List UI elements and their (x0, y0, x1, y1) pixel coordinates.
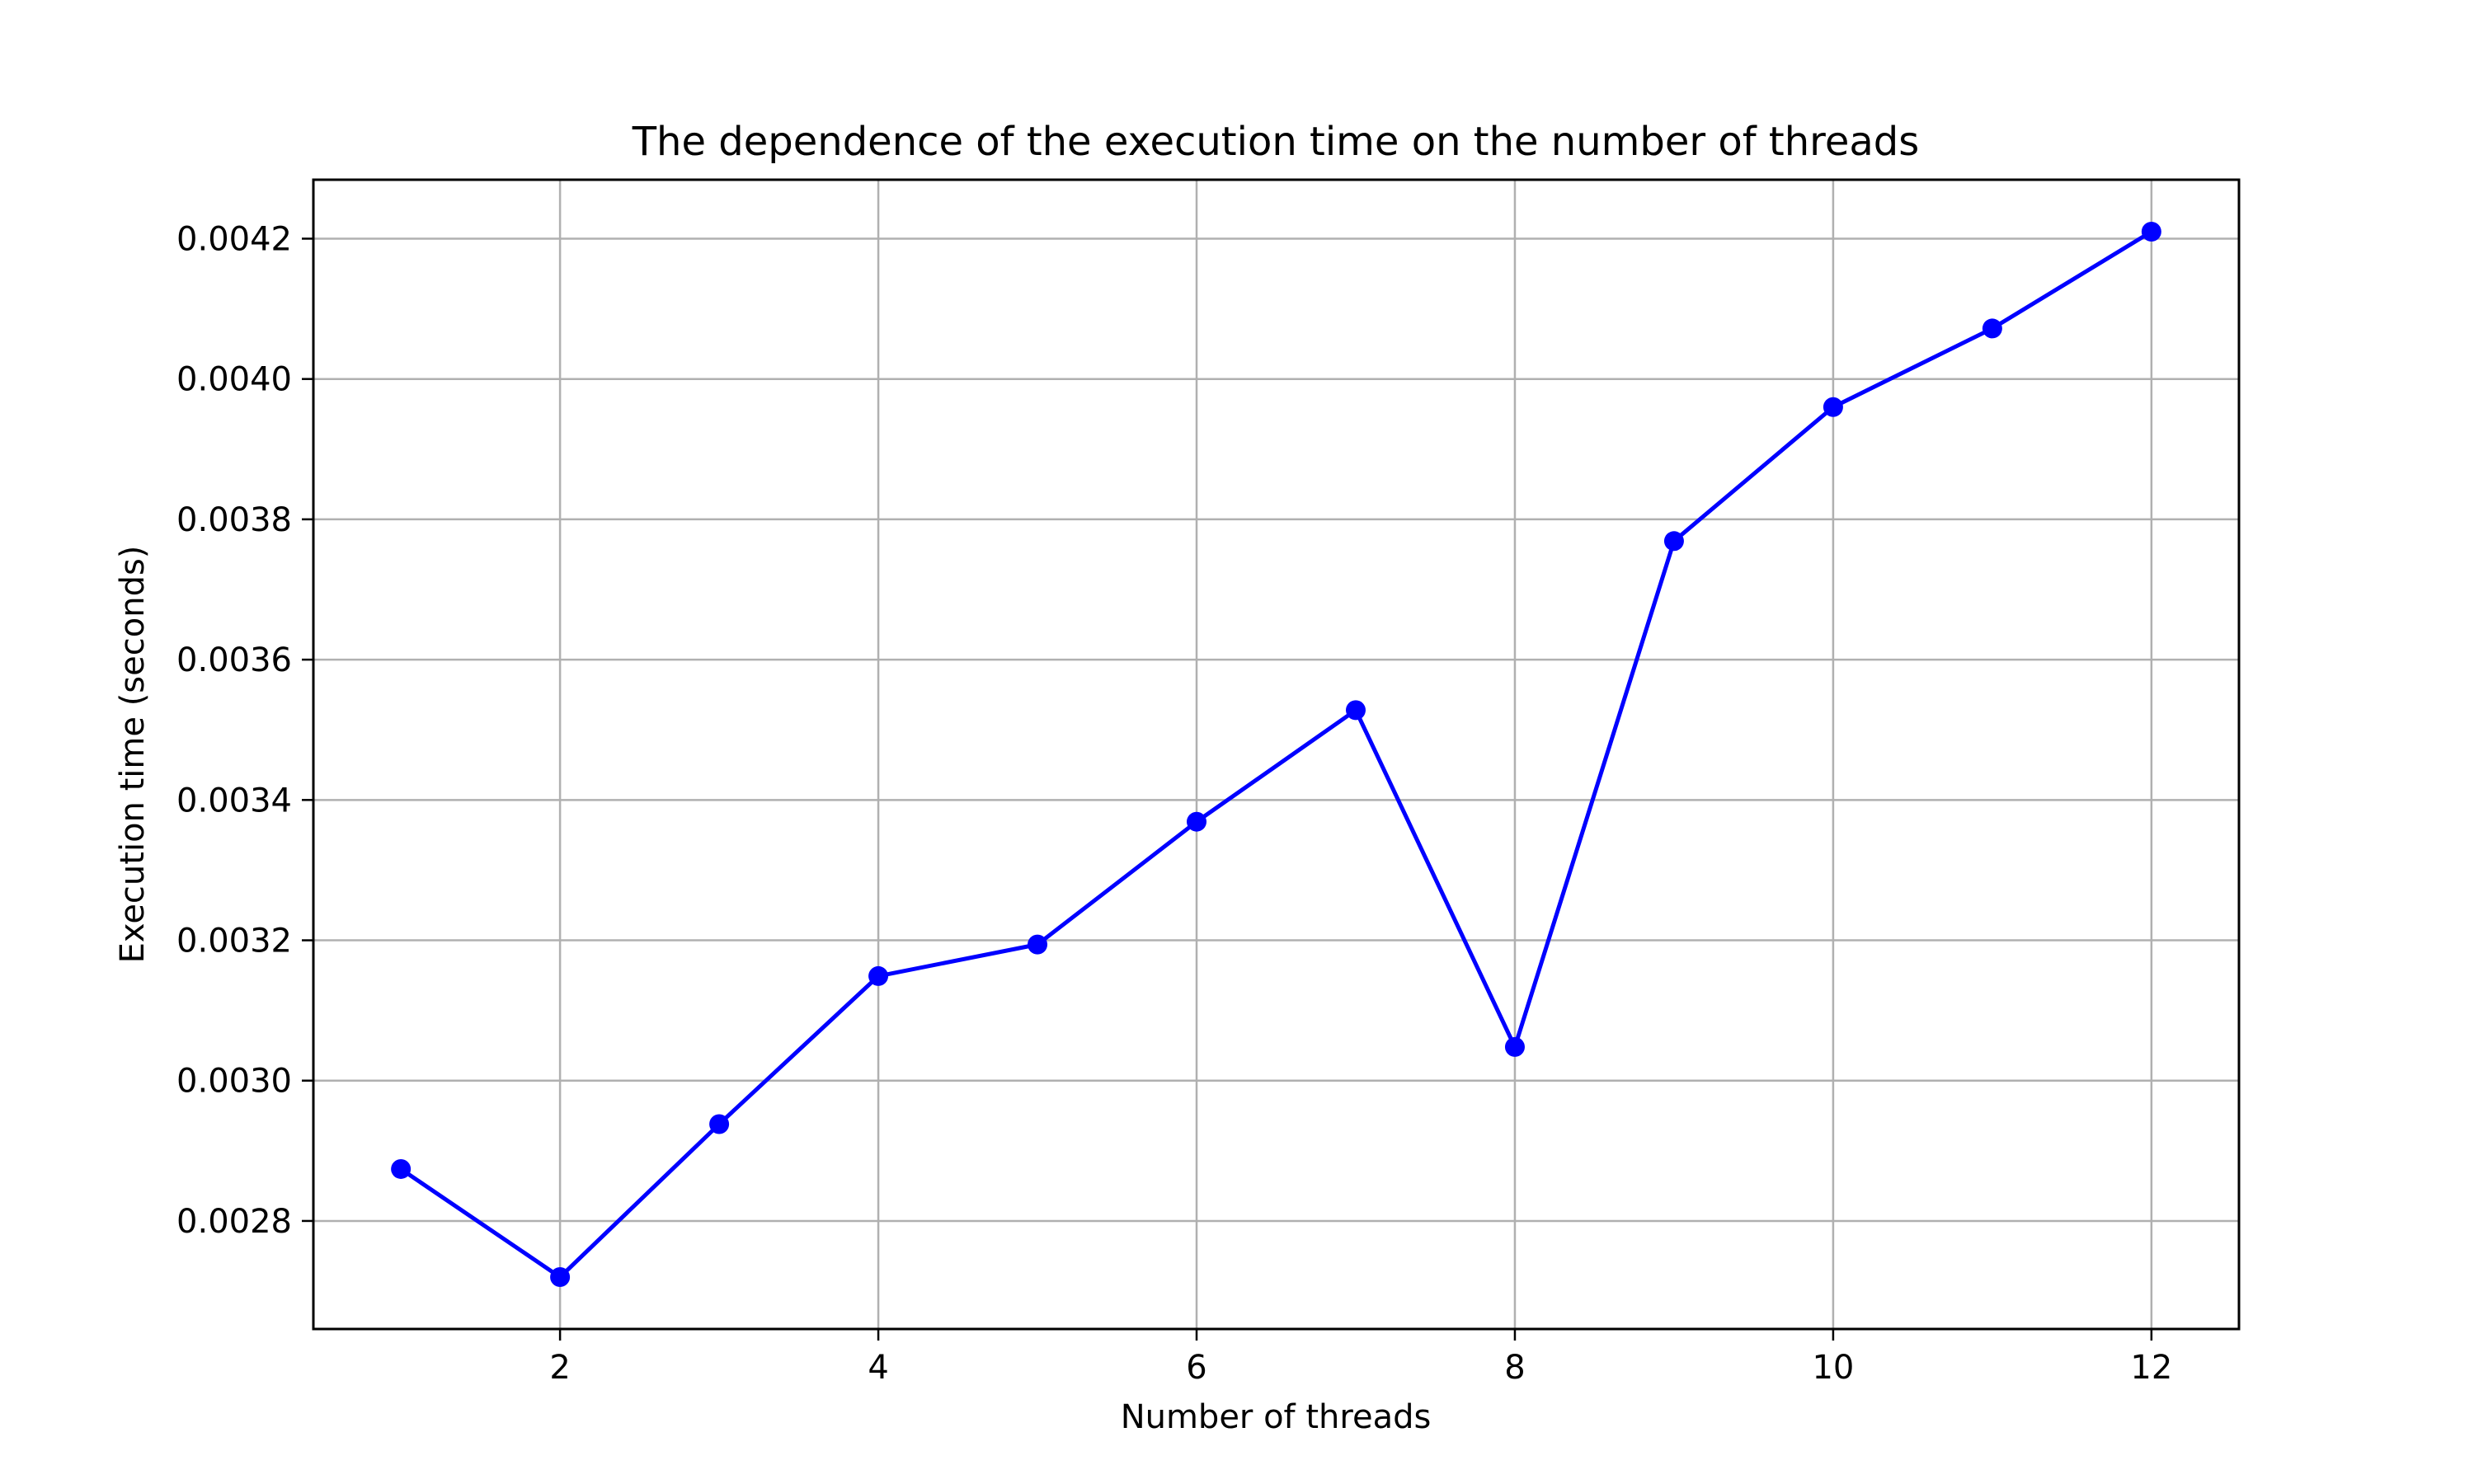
data-point (1982, 318, 2002, 339)
x-tick-label: 8 (1504, 1349, 1525, 1387)
plot-frame (312, 178, 2241, 1331)
data-point (1663, 531, 1684, 552)
data-point (1345, 700, 1366, 721)
y-axis-ticks: 0.0028 0.0030 0.0032 0.0034 0.0036 0.0038 0.00… (176, 220, 313, 1241)
x-tick-label: 2 (549, 1349, 570, 1387)
data-point (1504, 1036, 1525, 1057)
data-point (391, 1158, 412, 1179)
data-point (550, 1267, 571, 1288)
y-tick-label: 0.0030 (176, 1063, 292, 1101)
x-axis-ticks: 2 4 6 8 10 12 (549, 1329, 2172, 1387)
y-tick-label: 0.0036 (176, 641, 292, 679)
chart-title: The dependence of the execution time on … (632, 119, 1920, 165)
series-layer (391, 221, 2161, 1288)
x-axis-label: Number of threads (1121, 1398, 1432, 1436)
series-line (398, 229, 2154, 1280)
x-tick-label: 6 (1186, 1349, 1206, 1387)
x-tick-label: 10 (1812, 1349, 1854, 1387)
data-point (1187, 811, 1207, 832)
y-tick-label: 0.0028 (176, 1203, 292, 1241)
y-axis-label: Execution time (seconds) (114, 546, 152, 964)
y-tick-label: 0.0032 (176, 923, 292, 960)
data-point (709, 1114, 730, 1134)
data-point (2141, 221, 2161, 242)
data-point (868, 965, 889, 986)
y-tick-label: 0.0034 (176, 782, 292, 819)
y-tick-label: 0.0040 (176, 361, 292, 399)
y-tick-label: 0.0038 (176, 501, 292, 539)
data-point (1028, 934, 1048, 955)
x-tick-label: 4 (868, 1349, 888, 1387)
grid-lines (313, 180, 2239, 1329)
y-tick-label: 0.0042 (176, 220, 292, 258)
data-point (1823, 397, 1843, 417)
x-tick-label: 12 (2130, 1349, 2172, 1387)
